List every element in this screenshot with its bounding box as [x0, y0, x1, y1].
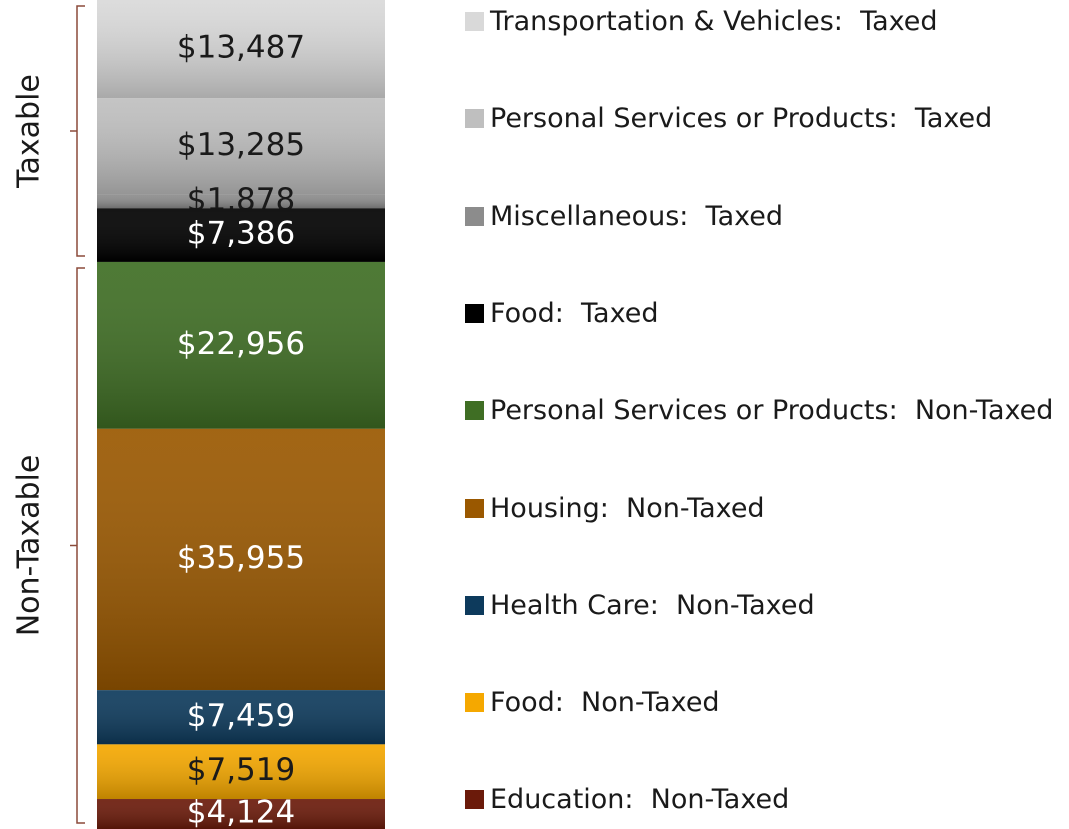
legend-label: Personal Services or Products: Taxed	[490, 103, 993, 135]
legend-item: Personal Services or Products: Taxed	[465, 96, 1055, 142]
bar-shade	[97, 194, 385, 209]
legend-swatch	[465, 498, 484, 518]
legend-swatch	[465, 595, 484, 615]
legend-item: Education: Non-Taxed	[465, 777, 1055, 823]
value-label: $7,519	[187, 752, 295, 788]
value-label: $7,459	[187, 698, 295, 734]
bar-shade	[97, 428, 385, 691]
bar-shade	[97, 208, 385, 262]
legend-item: Food: Non-Taxed	[465, 680, 1055, 726]
group-label: Non-Taxable	[12, 455, 47, 637]
value-label: $13,285	[177, 127, 305, 163]
legend-label: Education: Non-Taxed	[490, 784, 790, 816]
legend-item: Housing: Non-Taxed	[465, 486, 1055, 532]
bar-shade	[97, 0, 385, 99]
legend-item: Miscellaneous: Taxed	[465, 194, 1055, 240]
legend-swatch	[465, 303, 484, 323]
legend-item: Health Care: Non-Taxed	[465, 583, 1055, 629]
legend-swatch	[465, 693, 484, 713]
group-bracket	[70, 267, 85, 824]
value-label: $35,955	[177, 540, 305, 576]
legend-label: Personal Services or Products: Non-Taxed	[490, 395, 1054, 427]
legend-label: Transportation & Vehicles: Taxed	[490, 6, 938, 37]
legend-swatch	[465, 401, 484, 421]
group-label: Taxable	[12, 74, 47, 189]
legend-label: Food: Non-Taxed	[490, 687, 720, 719]
value-label: $22,956	[177, 326, 305, 362]
bar-shade	[97, 261, 385, 429]
legend-label: Housing: Non-Taxed	[490, 492, 765, 524]
legend-swatch	[465, 206, 484, 226]
value-label: $7,386	[187, 216, 295, 252]
bar-shade	[97, 690, 385, 745]
legend-label: Health Care: Non-Taxed	[490, 589, 815, 621]
bar-shade	[97, 799, 385, 829]
bar-shade	[97, 744, 385, 800]
value-label: $4,124	[187, 795, 295, 829]
group-bracket	[70, 5, 85, 257]
legend-swatch	[465, 109, 484, 129]
legend-swatch	[465, 790, 484, 810]
legend-label: Food: Taxed	[490, 297, 659, 329]
value-label: $13,487	[177, 30, 305, 66]
legend-item: Personal Services or Products: Non-Taxed	[465, 388, 1055, 434]
legend-label: Miscellaneous: Taxed	[490, 200, 784, 232]
legend-item: Transportation & Vehicles: Taxed	[465, 0, 1055, 45]
legend-swatch	[465, 12, 484, 31]
bar-shade	[97, 98, 385, 195]
legend-item: Food: Taxed	[465, 291, 1055, 337]
